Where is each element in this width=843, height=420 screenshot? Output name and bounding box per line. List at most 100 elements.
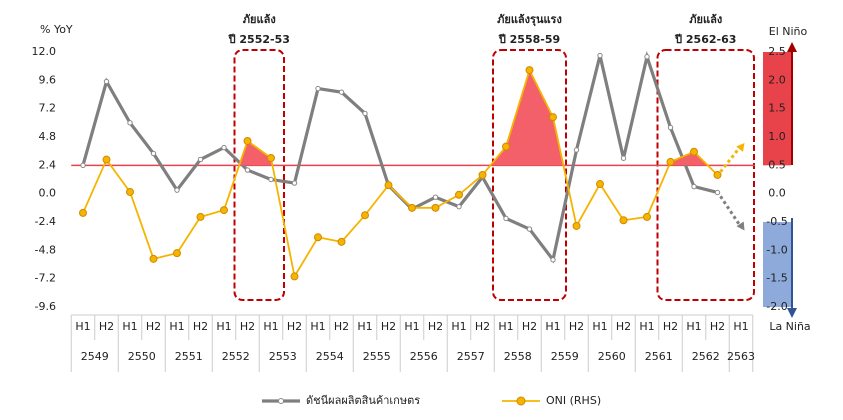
x-tick-label: H2 (287, 320, 302, 333)
x-tick-label: H2 (146, 320, 161, 333)
y-tick-label: -4.8 (35, 243, 56, 256)
x-tick-label: H1 (263, 320, 278, 333)
oni-marker (314, 233, 322, 242)
y2-tick-label: 1.0 (768, 130, 786, 143)
drought-box (656, 49, 755, 301)
oni-marker (619, 216, 628, 225)
index-marker (103, 78, 110, 85)
y-tick-label: 12.0 (32, 45, 57, 58)
index-marker (291, 180, 298, 186)
y-tick-label: 0.0 (39, 187, 57, 200)
oni-marker (666, 157, 675, 166)
y-axis-label: % YoY (40, 23, 73, 36)
x-tick-label: H2 (569, 320, 584, 333)
index-marker (432, 194, 439, 200)
oni-marker (643, 212, 651, 221)
annotation: ภัยแล้ง (243, 13, 276, 26)
trend-arrow (719, 146, 741, 173)
x-tick-label: H1 (686, 320, 701, 333)
annotation: ปี 2552-53 (228, 33, 290, 46)
x-tick-label: H1 (733, 320, 748, 333)
annotation: ภัยแล้ง (689, 13, 722, 26)
oni-marker (267, 153, 275, 162)
x-tick-label: H2 (475, 320, 490, 333)
x-tick-label: H1 (639, 320, 654, 333)
oni-marker (173, 249, 181, 258)
x-tick-label: H1 (545, 320, 560, 333)
x-group-label: 2563 (727, 350, 755, 363)
index-marker (174, 187, 180, 193)
index-marker (127, 120, 133, 126)
index-marker (80, 162, 86, 169)
oni-marker (408, 203, 416, 212)
x-group-label: 2553 (269, 350, 297, 363)
index-marker (197, 156, 204, 163)
index-marker (597, 52, 603, 59)
el-nino-label: El Niño (769, 25, 808, 38)
oni-marker (431, 203, 440, 212)
oni-marker (126, 187, 134, 196)
x-group-label: 2555 (363, 350, 391, 363)
oni-marker (596, 180, 604, 189)
x-group-label: 2558 (504, 350, 532, 363)
y-tick-label: 7.2 (39, 102, 57, 115)
oni-marker (549, 113, 557, 122)
oni-marker (79, 208, 87, 217)
y2-tick-label: 2.5 (768, 45, 786, 58)
x-group-label: 2556 (410, 350, 438, 363)
y-tick-label: 9.6 (39, 73, 57, 86)
x-tick-label: H2 (334, 320, 349, 333)
index-marker (526, 226, 533, 232)
index-marker (338, 89, 345, 95)
index-marker (714, 189, 721, 196)
x-tick-label: H1 (122, 320, 137, 333)
index-marker (573, 147, 580, 153)
el-nino-bar (763, 52, 791, 166)
oni-marker (690, 147, 698, 156)
el-nino-arrow-head (787, 42, 797, 52)
la-nina-arrow-head (787, 308, 797, 318)
oni-marker (384, 181, 393, 190)
index-marker (550, 257, 556, 263)
trend-arrow (719, 195, 741, 226)
index-marker (244, 167, 251, 173)
x-tick-label: H2 (663, 320, 678, 333)
index-marker (503, 215, 509, 222)
oni-marker (525, 66, 534, 75)
oni-marker (149, 254, 158, 263)
trend-arrow-head (736, 142, 745, 152)
oni-marker (337, 237, 346, 246)
x-tick-label: H2 (710, 320, 725, 333)
annotation: ปี 2562-63 (674, 33, 736, 46)
legend-marker (278, 398, 284, 404)
y-tick-label: 4.8 (39, 130, 57, 143)
x-tick-label: H1 (75, 320, 90, 333)
x-group-label: 2554 (316, 350, 344, 363)
oni-marker (713, 170, 722, 179)
oni-marker (243, 136, 252, 145)
x-tick-label: H2 (522, 320, 537, 333)
x-tick-label: H2 (99, 320, 114, 333)
y2-tick-label: -1.0 (766, 243, 787, 256)
x-tick-label: H1 (216, 320, 231, 333)
annotation: ภัยแล้งรุนแรง (497, 13, 562, 27)
x-tick-label: H2 (428, 320, 443, 333)
x-tick-label: H2 (240, 320, 255, 333)
x-group-label: 2562 (692, 350, 720, 363)
index-marker (456, 203, 462, 210)
x-tick-label: H2 (616, 320, 631, 333)
la-nina-label: La Niña (769, 320, 810, 333)
y2-tick-label: -2.0 (766, 300, 787, 313)
index-marker (268, 176, 274, 183)
y-tick-label: 2.4 (39, 158, 57, 171)
index-marker (315, 85, 321, 92)
oni-marker (478, 170, 487, 179)
oni-marker (220, 206, 228, 215)
drought-box (233, 49, 285, 301)
x-tick-label: H1 (592, 320, 607, 333)
y2-tick-label: 1.5 (768, 102, 786, 115)
y-tick-label: -9.6 (35, 300, 56, 313)
x-tick-label: H2 (193, 320, 208, 333)
index-marker (221, 144, 227, 151)
x-group-label: 2551 (175, 350, 203, 363)
